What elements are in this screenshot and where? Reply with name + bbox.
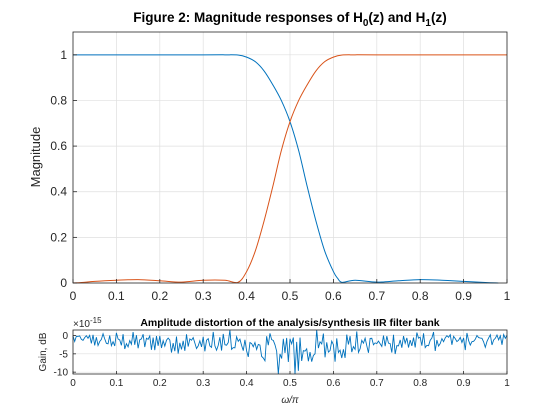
h1-response-line (72, 54, 507, 284)
magnitude-y-tick-label: 0.6 (50, 139, 67, 153)
distortion-line (72, 329, 508, 375)
magnitude-y-tick-label: 0.8 (50, 93, 67, 107)
distortion-y-ticks: 0 -5 -10 (54, 331, 76, 379)
magnitude-x-tick-label: 0.3 (195, 289, 212, 303)
magnitude-x-tick-label: 0.6 (325, 289, 342, 303)
distortion-y-tick-label: -10 (54, 368, 69, 379)
magnitude-y-ticks: 0 0.2 0.4 0.6 0.8 1 (50, 48, 77, 290)
distortion-x-tick-label: 0.6 (326, 378, 340, 389)
magnitude-x-tick-label: 0 (70, 289, 77, 303)
magnitude-series (72, 54, 507, 284)
magnitude-chart: 0 0.1 0.2 0.3 0.4 0.5 0.6 0.7 0.8 0.9 1 0 0.2 0.4 0.6… (28, 10, 511, 303)
magnitude-x-tick-label: 0.8 (412, 289, 429, 303)
distortion-series (72, 329, 508, 375)
distortion-chart: 0 0.1 0.2 0.3 0.4 0.5 0.6 0.7 0.8 0.9 1 0 -5 -10 Amp… (38, 316, 510, 406)
h0-response-line (72, 54, 499, 284)
distortion-x-tick-label: 0.9 (457, 378, 471, 389)
magnitude-x-ticks: 0 0.1 0.2 0.3 0.4 0.5 0.6 0.7 0.8 0.9 1 (70, 279, 511, 303)
distortion-x-tick-label: 0.8 (413, 378, 427, 389)
magnitude-y-tick-label: 1 (60, 48, 67, 62)
distortion-scale-exponent: ×10-15 (73, 316, 102, 330)
distortion-x-tick-label: 0.4 (240, 378, 254, 389)
magnitude-x-tick-label: 0.9 (455, 289, 472, 303)
distortion-x-label: ω/π (281, 395, 299, 406)
distortion-x-tick-label: 0.2 (153, 378, 167, 389)
magnitude-y-label: Magnitude (28, 127, 43, 188)
magnitude-x-tick-label: 0.1 (108, 289, 125, 303)
distortion-x-ticks: 0 0.1 0.2 0.3 0.4 0.5 0.6 0.7 0.8 0.9 1 (70, 371, 510, 389)
distortion-x-tick-label: 0.5 (283, 378, 297, 389)
distortion-x-tick-label: 0.1 (109, 378, 123, 389)
distortion-y-tick-label: -5 (59, 349, 68, 360)
distortion-x-tick-label: 0 (70, 378, 76, 389)
distortion-title: Amplitude distortion of the analysis/syn… (140, 317, 439, 329)
magnitude-x-tick-label: 0.7 (368, 289, 385, 303)
distortion-y-label: Gain, dB (38, 332, 49, 371)
magnitude-y-tick-label: 0.2 (50, 230, 67, 244)
distortion-x-tick-label: 0.7 (370, 378, 384, 389)
magnitude-y-tick-label: 0.4 (50, 185, 67, 199)
distortion-y-tick-label: 0 (62, 331, 68, 342)
magnitude-title: Figure 2: Magnitude responses of H0(z) a… (133, 10, 446, 29)
magnitude-x-tick-label: 0.5 (282, 289, 299, 303)
magnitude-x-tick-label: 1 (504, 289, 511, 303)
distortion-x-tick-label: 0.3 (196, 378, 210, 389)
magnitude-x-tick-label: 0.4 (238, 289, 255, 303)
magnitude-x-tick-label: 0.2 (151, 289, 168, 303)
magnitude-y-tick-label: 0 (60, 276, 67, 290)
distortion-x-tick-label: 1 (504, 378, 510, 389)
